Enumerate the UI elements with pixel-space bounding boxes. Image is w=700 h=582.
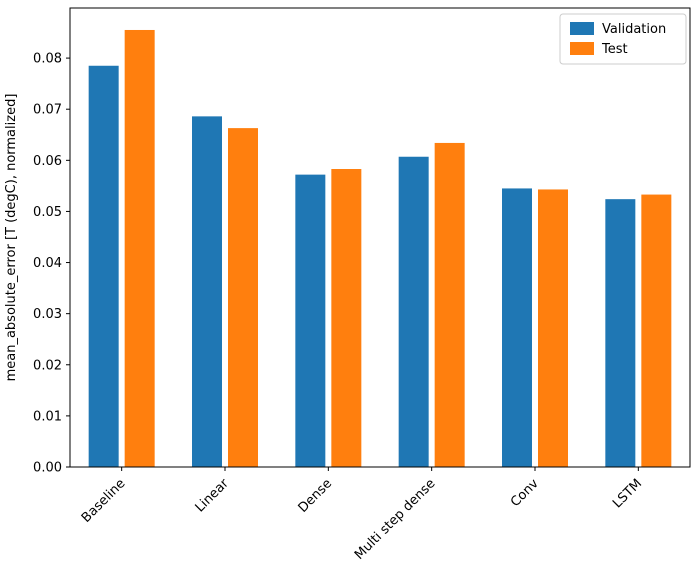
- y-tick-label: 0.08: [33, 52, 62, 67]
- axes-frame: [69, 7, 691, 468]
- x-tick-label-conv: Conv: [508, 476, 542, 510]
- x-tick-label-linear: Linear: [193, 476, 233, 516]
- y-tick-label: 0.00: [33, 461, 62, 476]
- y-tick-label: 0.02: [33, 358, 62, 373]
- bar-validation-dense: [295, 174, 326, 467]
- bar-test-conv: [538, 189, 568, 467]
- bar-test-baseline: [124, 29, 155, 467]
- bar-test-dense: [331, 169, 362, 467]
- bar-test-lstm: [641, 194, 672, 468]
- bar-validation-conv: [502, 188, 532, 467]
- bar-validation-baseline: [88, 65, 119, 467]
- y-tick-label: 0.01: [33, 409, 62, 424]
- legend-swatch-validation: [570, 22, 594, 35]
- bar-test-linear: [228, 128, 258, 467]
- x-tick-label-dense: Dense: [296, 476, 336, 516]
- x-tick-label-baseline: Baseline: [79, 476, 129, 526]
- legend-label-test: Test: [601, 42, 628, 57]
- legend-label-validation: Validation: [602, 22, 666, 37]
- bar-validation-linear: [192, 116, 222, 467]
- y-tick-label: 0.05: [33, 205, 62, 220]
- y-tick-label: 0.07: [33, 103, 62, 118]
- y-tick-label: 0.03: [33, 307, 62, 322]
- bar-validation-lstm: [605, 199, 636, 468]
- legend-swatch-test: [570, 42, 594, 55]
- bar-validation-multi-step-dense: [398, 156, 429, 467]
- y-tick-label: 0.06: [33, 154, 62, 169]
- y-tick-label: 0.04: [33, 256, 62, 271]
- y-axis-label: mean_absolute_error [T (degC), normalize…: [4, 94, 19, 382]
- x-tick-label-lstm: LSTM: [610, 476, 645, 511]
- x-tick-label-multi-step-dense: Multi step dense: [352, 476, 439, 563]
- bar-test-multi-step-dense: [434, 142, 465, 467]
- plot-area: [70, 8, 690, 467]
